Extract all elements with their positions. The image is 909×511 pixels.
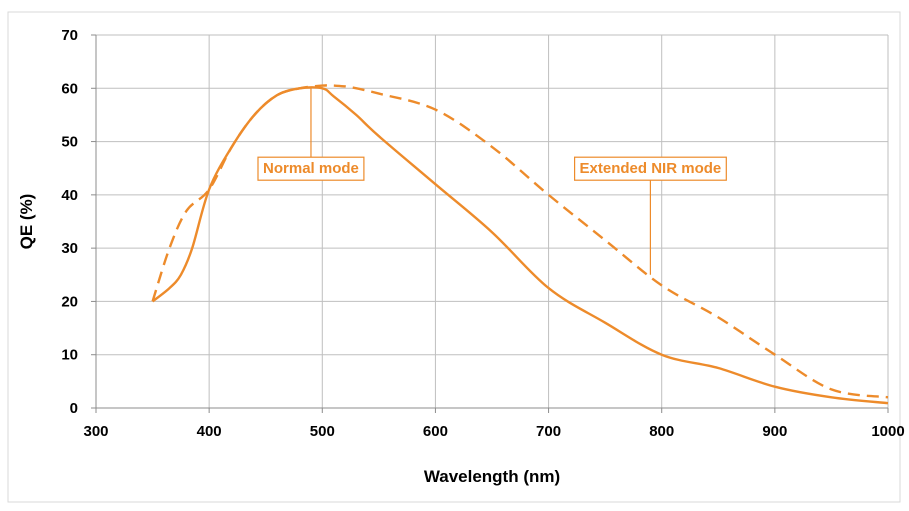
series-line-normal-mode [151,86,889,405]
grid-lines [96,34,889,408]
y-tick-label: 0 [70,400,78,417]
y-axis-title: QE (%) [17,194,36,250]
annotations: Normal mode Extended NIR mode [257,88,727,275]
x-axis-title: Wavelength (nm) [424,467,560,486]
x-tick-label: 800 [649,423,674,440]
callout-box-normal-mode [257,156,365,181]
x-tick-label: 300 [83,423,108,440]
axes [91,34,889,413]
callout-box-extended-nir-mode [573,156,727,181]
y-tick-label: 70 [61,27,78,44]
x-tick-label: 700 [536,423,561,440]
y-tick-label: 50 [61,134,78,151]
y-tick-label: 10 [61,347,78,364]
x-tick-label: 500 [310,423,335,440]
x-tick-label: 1000 [871,423,904,440]
callout-label-normal-mode: Normal mode [263,160,359,177]
series-line-extended-nir-mode [151,84,889,399]
y-tick-label: 60 [61,80,78,97]
x-tick-label: 600 [423,423,448,440]
callout-normal-mode: Normal mode [257,88,365,181]
y-tick-label: 30 [61,240,78,257]
x-tick-label: 400 [197,423,222,440]
y-tick-label: 20 [61,293,78,310]
callout-label-extended-nir-mode: Extended NIR mode [580,160,722,177]
series-lines [151,84,889,405]
callout-extended-nir-mode: Extended NIR mode [573,156,727,275]
chart-frame [7,11,901,503]
y-tick-label: 40 [61,187,78,204]
x-tick-label: 900 [762,423,787,440]
tick-labels: 300 400 500 600 700 800 900 1000 0 10 20 30 40 50 60 70 [61,27,904,440]
